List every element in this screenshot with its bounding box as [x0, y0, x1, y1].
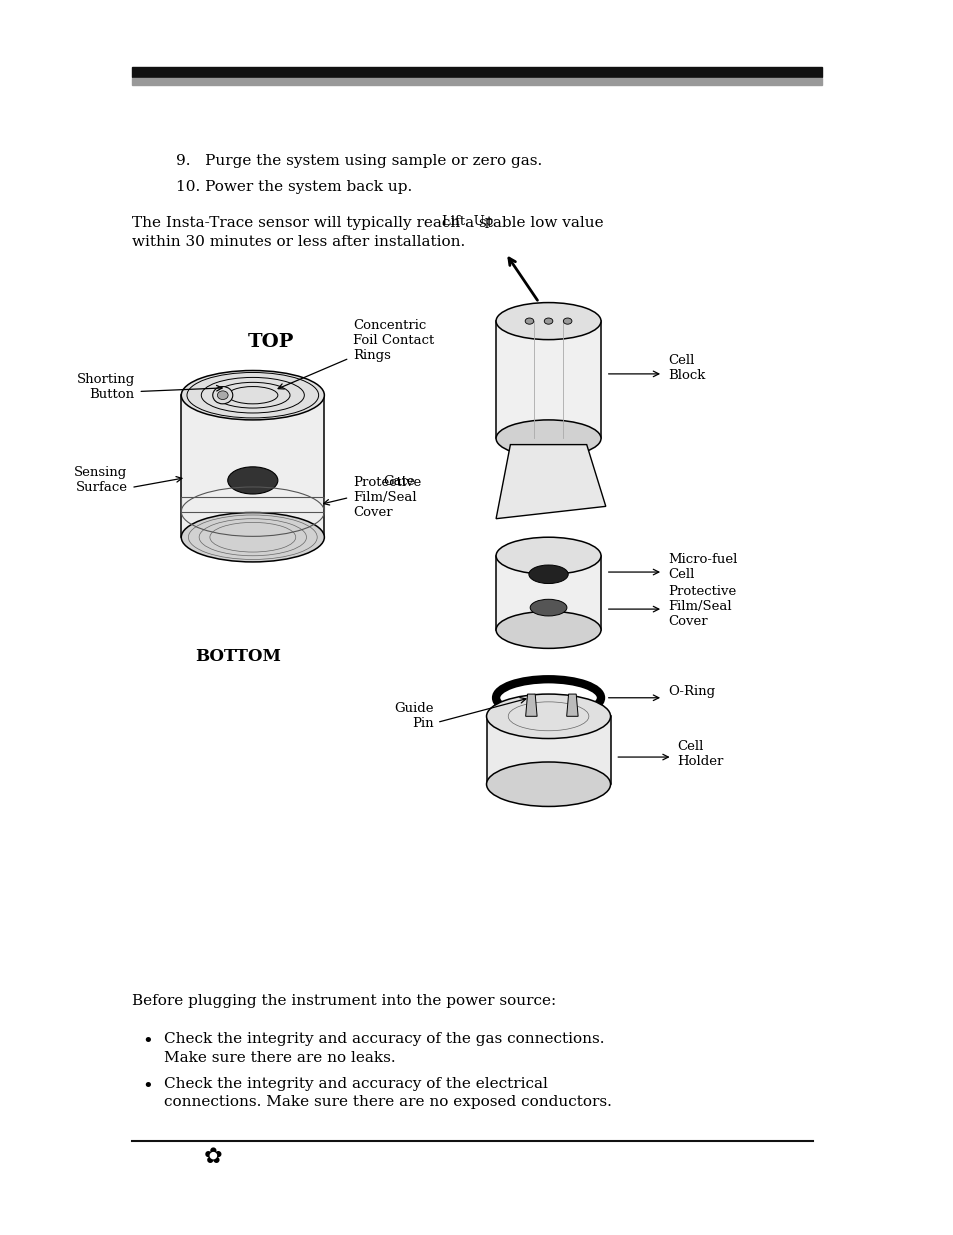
Polygon shape [181, 395, 324, 537]
Text: 9.   Purge the system using sample or zero gas.: 9. Purge the system using sample or zero… [176, 154, 542, 168]
Ellipse shape [181, 513, 324, 562]
Ellipse shape [509, 684, 587, 711]
Ellipse shape [486, 762, 610, 806]
Ellipse shape [496, 303, 600, 340]
Polygon shape [496, 321, 600, 438]
Text: Cell
Block: Cell Block [667, 354, 704, 382]
Text: Lift  Up: Lift Up [441, 215, 493, 228]
Text: TOP: TOP [247, 332, 294, 351]
Ellipse shape [530, 599, 566, 616]
Polygon shape [496, 445, 605, 519]
Ellipse shape [496, 611, 600, 648]
Text: Protective
Film/Seal
Cover: Protective Film/Seal Cover [667, 584, 736, 627]
Bar [132, 67, 821, 77]
Text: Guide
Pin: Guide Pin [394, 703, 434, 730]
Ellipse shape [524, 317, 534, 325]
Text: BOTTOM: BOTTOM [195, 648, 281, 666]
Polygon shape [525, 694, 537, 716]
Ellipse shape [528, 566, 568, 584]
Text: 10. Power the system back up.: 10. Power the system back up. [176, 180, 413, 194]
Text: Gate: Gate [383, 475, 415, 488]
Ellipse shape [213, 387, 233, 404]
Text: Before plugging the instrument into the power source:: Before plugging the instrument into the … [132, 994, 556, 1008]
Text: Micro-fuel
Cell: Micro-fuel Cell [667, 553, 737, 580]
Ellipse shape [181, 370, 324, 420]
Text: Cell
Holder: Cell Holder [677, 740, 723, 768]
Polygon shape [496, 556, 600, 630]
Bar [132, 78, 821, 85]
Ellipse shape [543, 317, 552, 325]
Text: •: • [142, 1032, 153, 1051]
Text: Sensing
Surface: Sensing Surface [74, 467, 128, 494]
Ellipse shape [496, 420, 600, 457]
Ellipse shape [486, 694, 610, 739]
Text: O-Ring: O-Ring [667, 685, 714, 698]
Text: ✿: ✿ [203, 1147, 222, 1167]
Text: Concentric
Foil Contact
Rings: Concentric Foil Contact Rings [353, 320, 434, 362]
Text: The Insta-Trace sensor will typically reach a stable low value
within 30 minutes: The Insta-Trace sensor will typically re… [132, 216, 602, 248]
Text: Protective
Film/Seal
Cover: Protective Film/Seal Cover [353, 475, 421, 519]
Text: Check the integrity and accuracy of the electrical
connections. Make sure there : Check the integrity and accuracy of the … [164, 1077, 611, 1109]
Polygon shape [486, 716, 610, 784]
Text: Check the integrity and accuracy of the gas connections.
Make sure there are no : Check the integrity and accuracy of the … [164, 1032, 604, 1065]
Text: Shorting
Button: Shorting Button [76, 373, 134, 400]
Text: •: • [142, 1077, 153, 1095]
Ellipse shape [496, 537, 600, 574]
Ellipse shape [562, 317, 571, 325]
Polygon shape [566, 694, 578, 716]
Ellipse shape [228, 467, 277, 494]
Ellipse shape [217, 391, 228, 400]
